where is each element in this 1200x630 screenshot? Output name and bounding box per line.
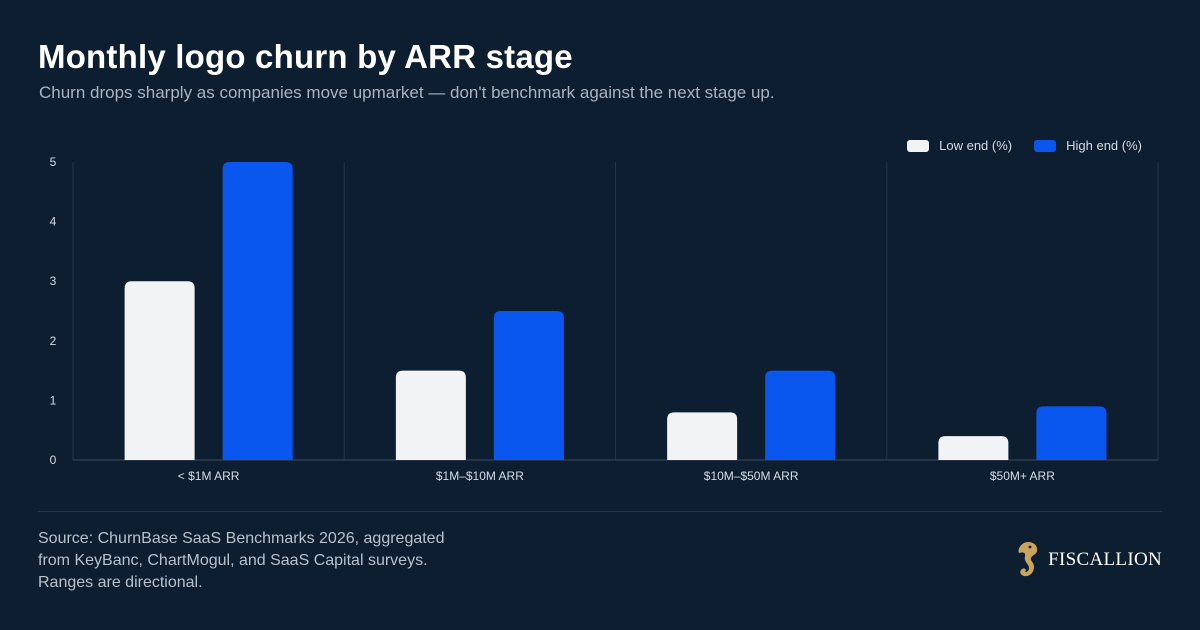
source-note: Source: ChurnBase SaaS Benchmarks 2026, … (38, 528, 558, 594)
y-tick-label: 5 (50, 155, 57, 169)
y-tick-label: 1 (50, 393, 57, 407)
bar-low-end (395, 370, 466, 460)
legend-label-high: High end (%) (1066, 138, 1142, 153)
page-subtitle: Churn drops sharply as companies move up… (39, 83, 775, 102)
x-tick-label: < $1M ARR (178, 469, 240, 483)
bar-high-end (1036, 406, 1107, 460)
y-tick-label: 0 (50, 453, 57, 467)
bar-high-end (493, 311, 564, 460)
source-line: Ranges are directional. (38, 574, 203, 591)
legend-swatch-high (1034, 139, 1057, 152)
bar-low-end (938, 436, 1009, 460)
footer-divider (38, 511, 1162, 512)
legend-item-high: High end (%) (1034, 138, 1142, 153)
bar-low-end (124, 281, 195, 460)
legend-item-low: Low end (%) (907, 138, 1012, 153)
y-tick-label: 2 (50, 334, 57, 348)
bar-high-end (765, 370, 836, 460)
source-line: from KeyBanc, ChartMogul, and SaaS Capit… (38, 552, 428, 569)
brand-name: FISCALLION (1048, 549, 1162, 570)
page-title: Monthly logo churn by ARR stage (38, 38, 573, 75)
x-tick-label: $10M–$50M ARR (704, 469, 799, 483)
brand: FISCALLION (1014, 540, 1162, 580)
source-line: Source: ChurnBase SaaS Benchmarks 2026, … (38, 530, 445, 547)
y-tick-label: 4 (50, 215, 57, 229)
bar-chart: 0 1 2 3 4 5 < $1M ARR $1M–$10M ARR $10M–$50M ARR… (50, 155, 1159, 483)
y-tick-label: 3 (50, 274, 57, 288)
legend-label-low: Low end (%) (939, 138, 1013, 153)
legend-swatch-low (907, 139, 930, 152)
x-tick-label: $50M+ ARR (990, 469, 1055, 483)
bar-low-end (667, 412, 738, 460)
bar-high-end (222, 162, 293, 460)
x-tick-label: $1M–$10M ARR (436, 469, 524, 483)
chart-legend: Low end (%) High end (%) (885, 138, 1142, 153)
seahorse-logo-icon (1018, 542, 1038, 577)
